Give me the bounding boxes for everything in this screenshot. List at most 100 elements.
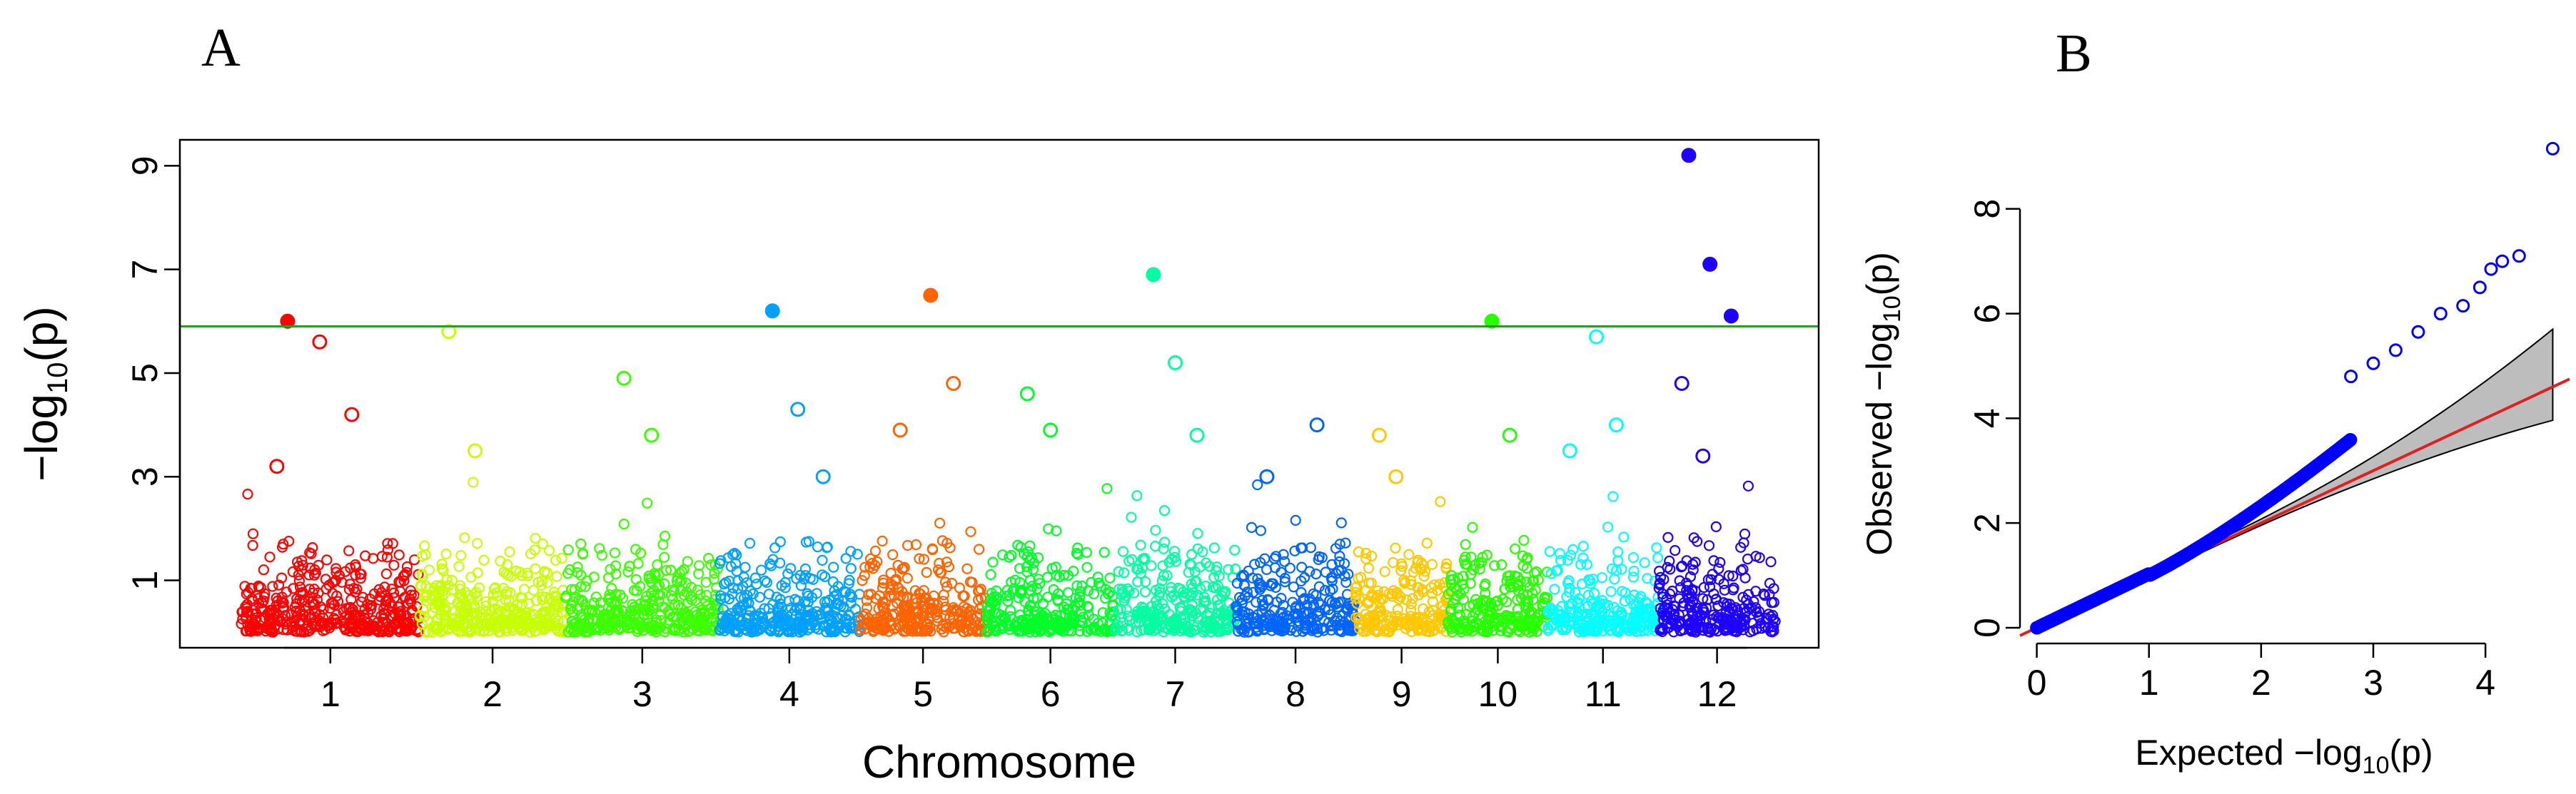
snp-point (1719, 584, 1730, 596)
snp-point (687, 623, 699, 634)
snp-point (763, 589, 775, 600)
snp-point (1081, 561, 1093, 573)
snp-point (1370, 625, 1383, 636)
peak-point (946, 376, 961, 391)
snp-point (1440, 563, 1452, 574)
snp-point (1150, 524, 1161, 536)
peak-point (1502, 427, 1517, 443)
snp-point (1468, 564, 1479, 576)
snp-point (1510, 543, 1521, 554)
snp-point (924, 596, 935, 609)
snp-point (375, 591, 386, 602)
manhattan-x-tick-label: 11 (1585, 674, 1622, 714)
snp-point (657, 588, 669, 599)
snp-point (1074, 620, 1086, 631)
snp-point (901, 539, 914, 551)
snp-point (1313, 581, 1325, 593)
manhattan-y-axis: 1 3 5 7 9 (125, 156, 181, 590)
snp-point (1024, 574, 1036, 586)
snp-point (1325, 624, 1337, 636)
snp-point (939, 576, 951, 588)
snp-point (386, 584, 398, 595)
qq-tail-point (2473, 280, 2487, 295)
snp-point (918, 554, 930, 565)
snp-point (1383, 626, 1395, 638)
snp-point (659, 551, 670, 563)
snp-point (1206, 602, 1217, 614)
peak-point (1681, 148, 1697, 163)
snp-point (1581, 559, 1592, 570)
snp-point (1013, 592, 1024, 604)
snp-point (1527, 614, 1539, 625)
snp-point (864, 553, 877, 565)
peak-point (764, 303, 780, 319)
snp-point (1765, 611, 1777, 622)
qq-xlabel-main: Expected −log (2135, 733, 2362, 773)
snp-point (1042, 591, 1054, 603)
snp-point (298, 594, 310, 606)
snp-point (1097, 617, 1108, 628)
snp-point (1436, 609, 1448, 621)
snp-point (1570, 586, 1581, 598)
snp-point (475, 620, 487, 631)
snp-point (311, 594, 323, 606)
snp-point (1034, 578, 1046, 589)
snp-point (610, 560, 622, 571)
snp-point (1265, 580, 1276, 591)
snp-point (857, 575, 868, 586)
snp-point (1718, 578, 1729, 589)
manhattan-y-tick-label: 3 (125, 467, 165, 487)
snp-point (1378, 593, 1389, 605)
snp-point (303, 609, 315, 620)
snp-point (516, 570, 527, 581)
snp-point (1306, 625, 1318, 636)
snp-point (1051, 525, 1062, 536)
snp-point (910, 539, 922, 551)
snp-point (1721, 613, 1732, 624)
snp-point (1123, 585, 1135, 597)
snp-point (1713, 619, 1725, 630)
snp-point (914, 553, 925, 564)
snp-point (1246, 521, 1258, 534)
snp-point (1154, 586, 1166, 598)
snp-point (800, 536, 812, 548)
snp-point (1703, 540, 1715, 551)
snp-point (1425, 581, 1437, 594)
snp-point (611, 604, 622, 616)
snp-point (1451, 584, 1463, 595)
snp-point (594, 604, 605, 616)
snp-point (1504, 570, 1515, 581)
snp-point (419, 540, 430, 551)
snp-point (690, 606, 702, 618)
snp-point (356, 623, 368, 634)
snp-point (365, 600, 378, 611)
snp-point (1466, 626, 1478, 637)
peak-point (468, 443, 483, 459)
snp-point (1612, 546, 1624, 558)
snp-point (530, 532, 541, 544)
snp-point (1058, 569, 1070, 581)
snp-point (447, 619, 458, 631)
snp-point (1642, 573, 1653, 584)
snp-point (1253, 624, 1264, 636)
snp-point (293, 575, 305, 586)
snp-point (964, 576, 976, 588)
snp-point (1071, 547, 1082, 559)
snp-point (877, 596, 889, 608)
snp-point (1326, 575, 1338, 586)
snp-point (1186, 599, 1198, 611)
snp-point (1092, 571, 1103, 583)
snp-point (1284, 562, 1296, 574)
snp-point (1184, 559, 1196, 570)
snp-point (812, 541, 824, 553)
snp-point (1590, 612, 1602, 624)
snp-point (749, 624, 760, 636)
snp-point (515, 591, 526, 603)
snp-point (921, 624, 932, 636)
snp-point (1252, 573, 1263, 585)
qq-x-tick-label: 2 (2251, 663, 2271, 703)
snp-point (1166, 621, 1177, 633)
qq-x-tick-label: 1 (2139, 663, 2159, 703)
snp-point (1608, 601, 1620, 613)
snp-point (916, 607, 928, 619)
